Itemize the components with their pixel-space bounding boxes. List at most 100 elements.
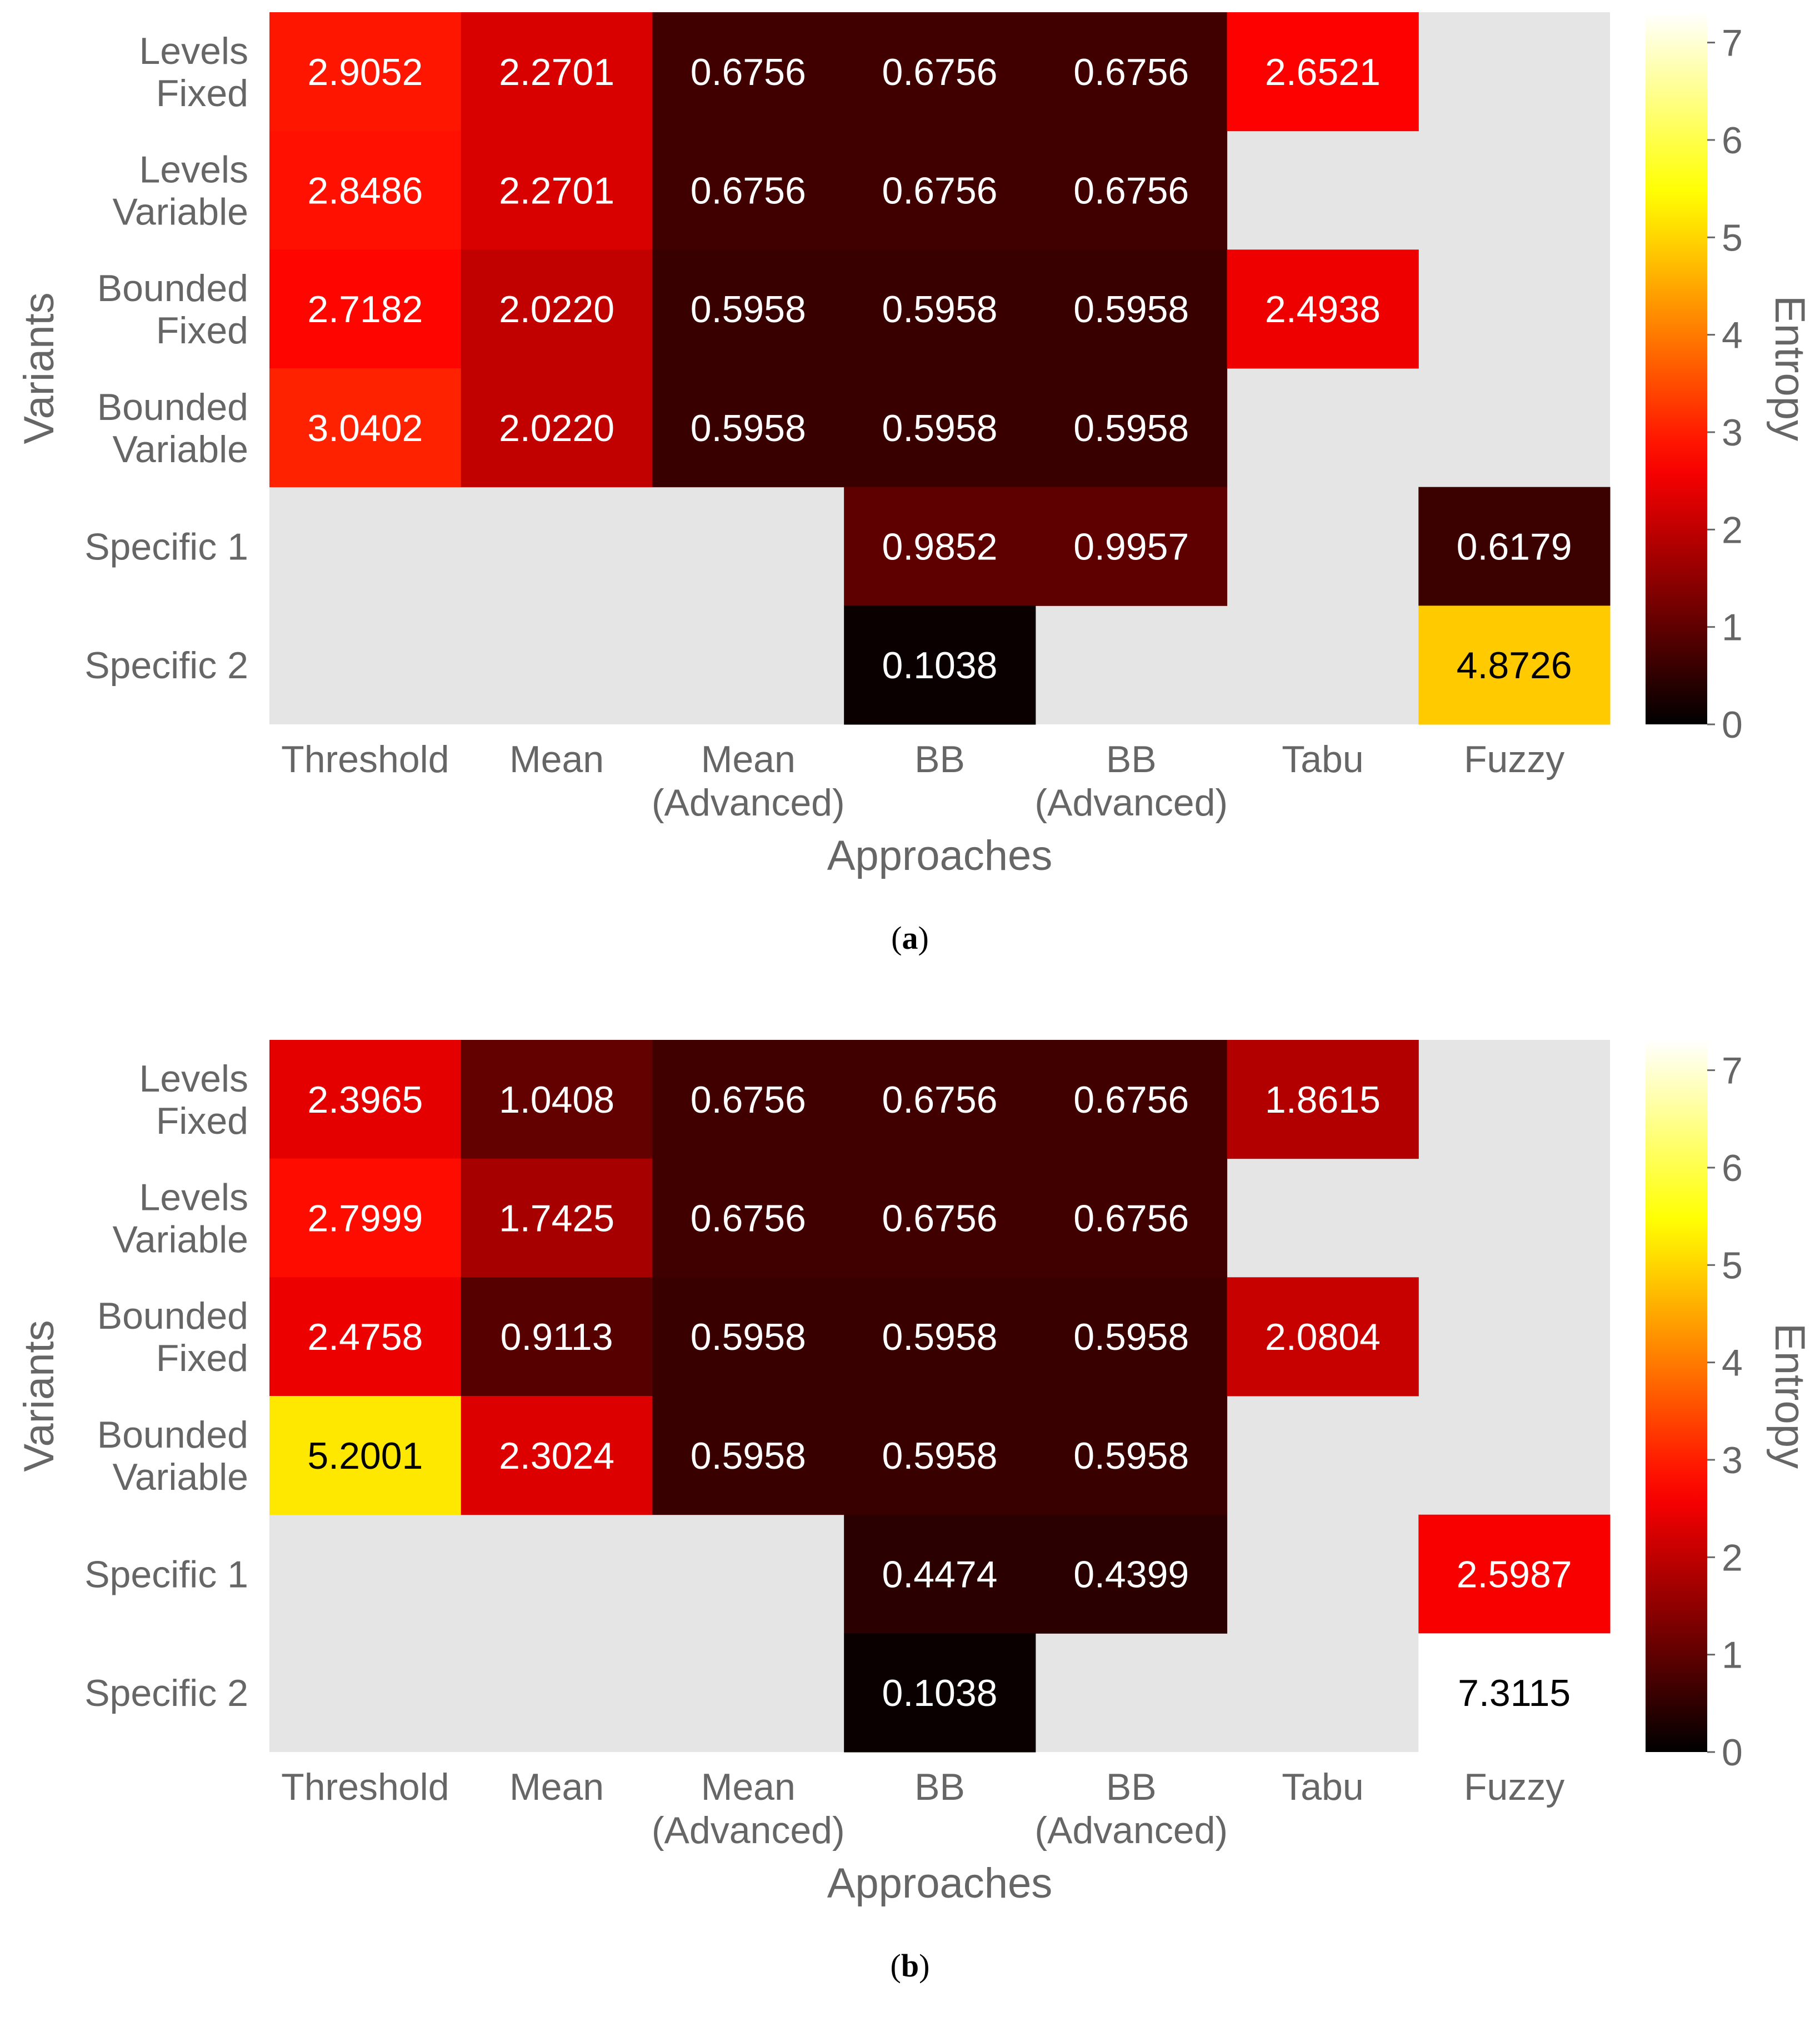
- heatmap-cell-r2-c4: [1035, 249, 1228, 369]
- heatmap-cell-r2-c3: [844, 249, 1036, 369]
- cell-label-r5-c6: 7.3115: [1458, 1672, 1571, 1714]
- cell-label-r1-c2: 0.6756: [691, 170, 806, 212]
- cell-label-r2-c0: 2.4758: [307, 1316, 423, 1358]
- y-tick-label-2-0: Bounded: [97, 267, 248, 309]
- y-tick-label-0-1: Fixed: [156, 1100, 248, 1142]
- heatmap-panel-b: 2.3965 1.0408 0.6756 0.6756 0.6756 1.8615 2.79…: [0, 1028, 1820, 1966]
- heatmap-cell-r4-c3: [844, 1514, 1036, 1634]
- colorbar-tick-label-5: 5: [1722, 1244, 1743, 1287]
- cell-label-r3-c3: 0.5958: [882, 407, 998, 449]
- colorbar-tick-label-2: 2: [1722, 1536, 1743, 1579]
- heatmap-cell-r0-c0: [269, 12, 462, 132]
- cell-label-r0-c4: 0.6756: [1073, 51, 1189, 93]
- cell-label-r2-c1: 0.9113: [501, 1316, 613, 1358]
- y-tick-label-1-1: Variable: [113, 191, 248, 233]
- heatmap-cell-r3-c3: [844, 1396, 1036, 1515]
- y-tick-label-2-0: Bounded: [97, 1295, 248, 1337]
- heatmap-cell-r2-c4: [1035, 1277, 1228, 1397]
- y-tick-label-2-1: Fixed: [156, 309, 248, 352]
- x-tick-label-3-0: BB: [914, 738, 965, 780]
- heatmap-cell-r3-c2: [652, 368, 844, 488]
- cell-label-r1-c2: 0.6756: [691, 1198, 806, 1240]
- cell-label-r4-c6: 0.6179: [1457, 526, 1572, 568]
- heatmap-cell-r0-c2: [652, 12, 844, 132]
- heatmap-cell-r4-c4: [1035, 487, 1228, 606]
- cell-label-r3-c2: 0.5958: [691, 1435, 806, 1477]
- y-tick-label-0-0: Levels: [139, 30, 248, 72]
- heatmap-cell-r1-c1: [461, 1158, 653, 1278]
- caption-a-letter: a: [902, 920, 918, 956]
- cell-label-r3-c0: 5.2001: [307, 1435, 423, 1477]
- cell-label-r5-c6: 4.8726: [1457, 644, 1572, 687]
- cell-label-r2-c2: 0.5958: [691, 288, 806, 331]
- colorbar-tick-label-7: 7: [1722, 1050, 1743, 1092]
- heatmap-cell-r4-c4: [1035, 1514, 1228, 1634]
- heatmap-cell-r2-c5: [1227, 249, 1419, 369]
- cell-label-r0-c0: 2.3965: [307, 1079, 423, 1121]
- heatmap-cell-r3-c4: [1035, 1396, 1228, 1515]
- y-axis-label: Variants: [16, 1320, 63, 1472]
- x-tick-label-3-0: BB: [914, 1766, 965, 1808]
- heatmap-cell-r1-c3: [844, 131, 1036, 250]
- y-tick-label-5-0: Specific 2: [84, 644, 248, 687]
- colorbar-label: Entropy: [1766, 296, 1813, 441]
- heatmap-cell-r3-c1: [461, 368, 653, 488]
- x-tick-label-2-0: Mean: [701, 738, 796, 780]
- heatmap-cell-r1-c1: [461, 131, 653, 250]
- colorbar-tick-label-0: 0: [1722, 1731, 1743, 1774]
- cell-label-r3-c0: 3.0402: [307, 407, 423, 449]
- cell-label-r2-c4: 0.5958: [1073, 1316, 1189, 1358]
- x-axis-label: Approaches: [827, 1860, 1053, 1907]
- heatmap-cell-r4-c6: [1418, 487, 1611, 606]
- x-tick-label-1-0: Mean: [509, 1766, 604, 1808]
- heatmap-cell-r1-c4: [1035, 1158, 1228, 1278]
- x-tick-label-6-0: Fuzzy: [1464, 1766, 1564, 1808]
- heatmap-cell-r2-c3: [844, 1277, 1036, 1397]
- y-tick-label-0-1: Fixed: [156, 72, 248, 114]
- cell-label-r1-c0: 2.7999: [307, 1198, 423, 1240]
- heatmap-cell-r3-c0: [269, 1396, 462, 1515]
- colorbar-tick-label-4: 4: [1722, 1342, 1743, 1384]
- y-tick-label-3-0: Bounded: [97, 1414, 248, 1456]
- heatmap-cell-r3-c1: [461, 1396, 653, 1515]
- heatmap-cell-r4-c3: [844, 487, 1036, 606]
- x-tick-label-2-1: (Advanced): [652, 782, 845, 824]
- cell-label-r3-c4: 0.5958: [1073, 1435, 1189, 1477]
- colorbar-tick-label-1: 1: [1722, 1634, 1743, 1676]
- cell-label-r2-c4: 0.5958: [1073, 288, 1189, 331]
- x-axis-label: Approaches: [827, 832, 1053, 879]
- heatmap-cell-r0-c2: [652, 1040, 844, 1159]
- heatmap-cell-r5-c6: [1418, 1633, 1611, 1753]
- colorbar-tick-label-6: 6: [1722, 119, 1743, 162]
- cell-label-r0-c1: 2.2701: [499, 51, 614, 93]
- cell-label-r2-c5: 2.4938: [1265, 288, 1381, 331]
- y-tick-label-0-0: Levels: [139, 1058, 248, 1100]
- heatmap-cell-r2-c1: [461, 249, 653, 369]
- heatmap-cell-r2-c0: [269, 249, 462, 369]
- y-tick-label-3-1: Variable: [113, 428, 248, 471]
- heatmap-cell-r5-c3: [844, 1633, 1036, 1753]
- x-tick-label-1-0: Mean: [509, 738, 604, 780]
- heatmap-cell-r5-c6: [1418, 605, 1611, 725]
- heatmap-cell-r0-c1: [461, 1040, 653, 1159]
- y-tick-label-4-0: Specific 1: [84, 526, 248, 568]
- colorbar-tick-label-6: 6: [1722, 1147, 1743, 1189]
- colorbar-tick-label-5: 5: [1722, 217, 1743, 259]
- caption-b: (b): [890, 1948, 930, 1984]
- heatmap-cell-r3-c3: [844, 368, 1036, 488]
- y-tick-label-3-0: Bounded: [97, 386, 248, 428]
- x-tick-label-5-0: Tabu: [1282, 738, 1363, 780]
- cell-label-r1-c4: 0.6756: [1073, 1198, 1189, 1240]
- cell-label-r3-c1: 2.0220: [499, 407, 614, 449]
- y-tick-label-4-0: Specific 1: [84, 1554, 248, 1596]
- colorbar-tick-label-7: 7: [1722, 22, 1743, 64]
- cell-label-r1-c0: 2.8486: [307, 170, 423, 212]
- heatmap-cell-r1-c4: [1035, 131, 1228, 250]
- x-tick-label-4-1: (Advanced): [1034, 1809, 1228, 1851]
- cell-label-r0-c5: 1.8615: [1265, 1079, 1381, 1121]
- y-tick-label-2-1: Fixed: [156, 1337, 248, 1379]
- cell-label-r3-c3: 0.5958: [882, 1435, 998, 1477]
- y-tick-label-1-0: Levels: [139, 149, 248, 191]
- heatmap-cell-r0-c4: [1035, 12, 1228, 132]
- cell-label-r5-c3: 0.1038: [882, 644, 998, 687]
